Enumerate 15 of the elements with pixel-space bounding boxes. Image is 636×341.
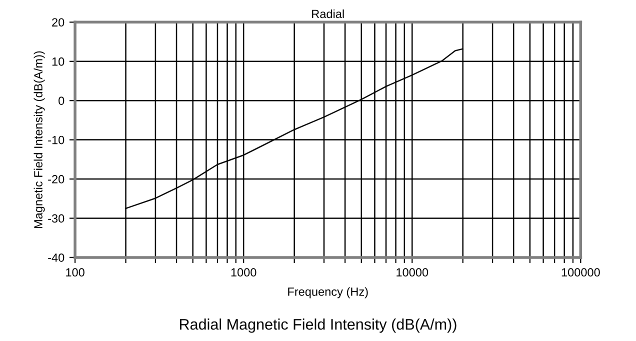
y-tick-label: 0 <box>58 96 64 105</box>
y-tick-label: -40 <box>48 253 64 262</box>
y-tick-label: -20 <box>48 175 64 184</box>
text: Radial Magnetic Field Intensity (dB(A/m)) <box>180 318 456 333</box>
y-tick-label: -30 <box>48 214 64 223</box>
y-tick-label: 10 <box>52 57 64 66</box>
y-axis-title: Magnetic Field Intensity (dB(A/m)) <box>34 51 45 228</box>
x-tick-label: 100 <box>66 268 84 277</box>
y-tick-label: 20 <box>52 18 64 27</box>
chart-title: Radial <box>312 9 344 18</box>
x-tick-label: 1000 <box>231 268 256 277</box>
y-tick-label: -10 <box>48 136 64 144</box>
x-tick-label: 100000 <box>562 268 600 277</box>
x-tick-label: 10000 <box>396 268 428 277</box>
x-axis-title: Frequency (Hz) <box>288 287 368 298</box>
